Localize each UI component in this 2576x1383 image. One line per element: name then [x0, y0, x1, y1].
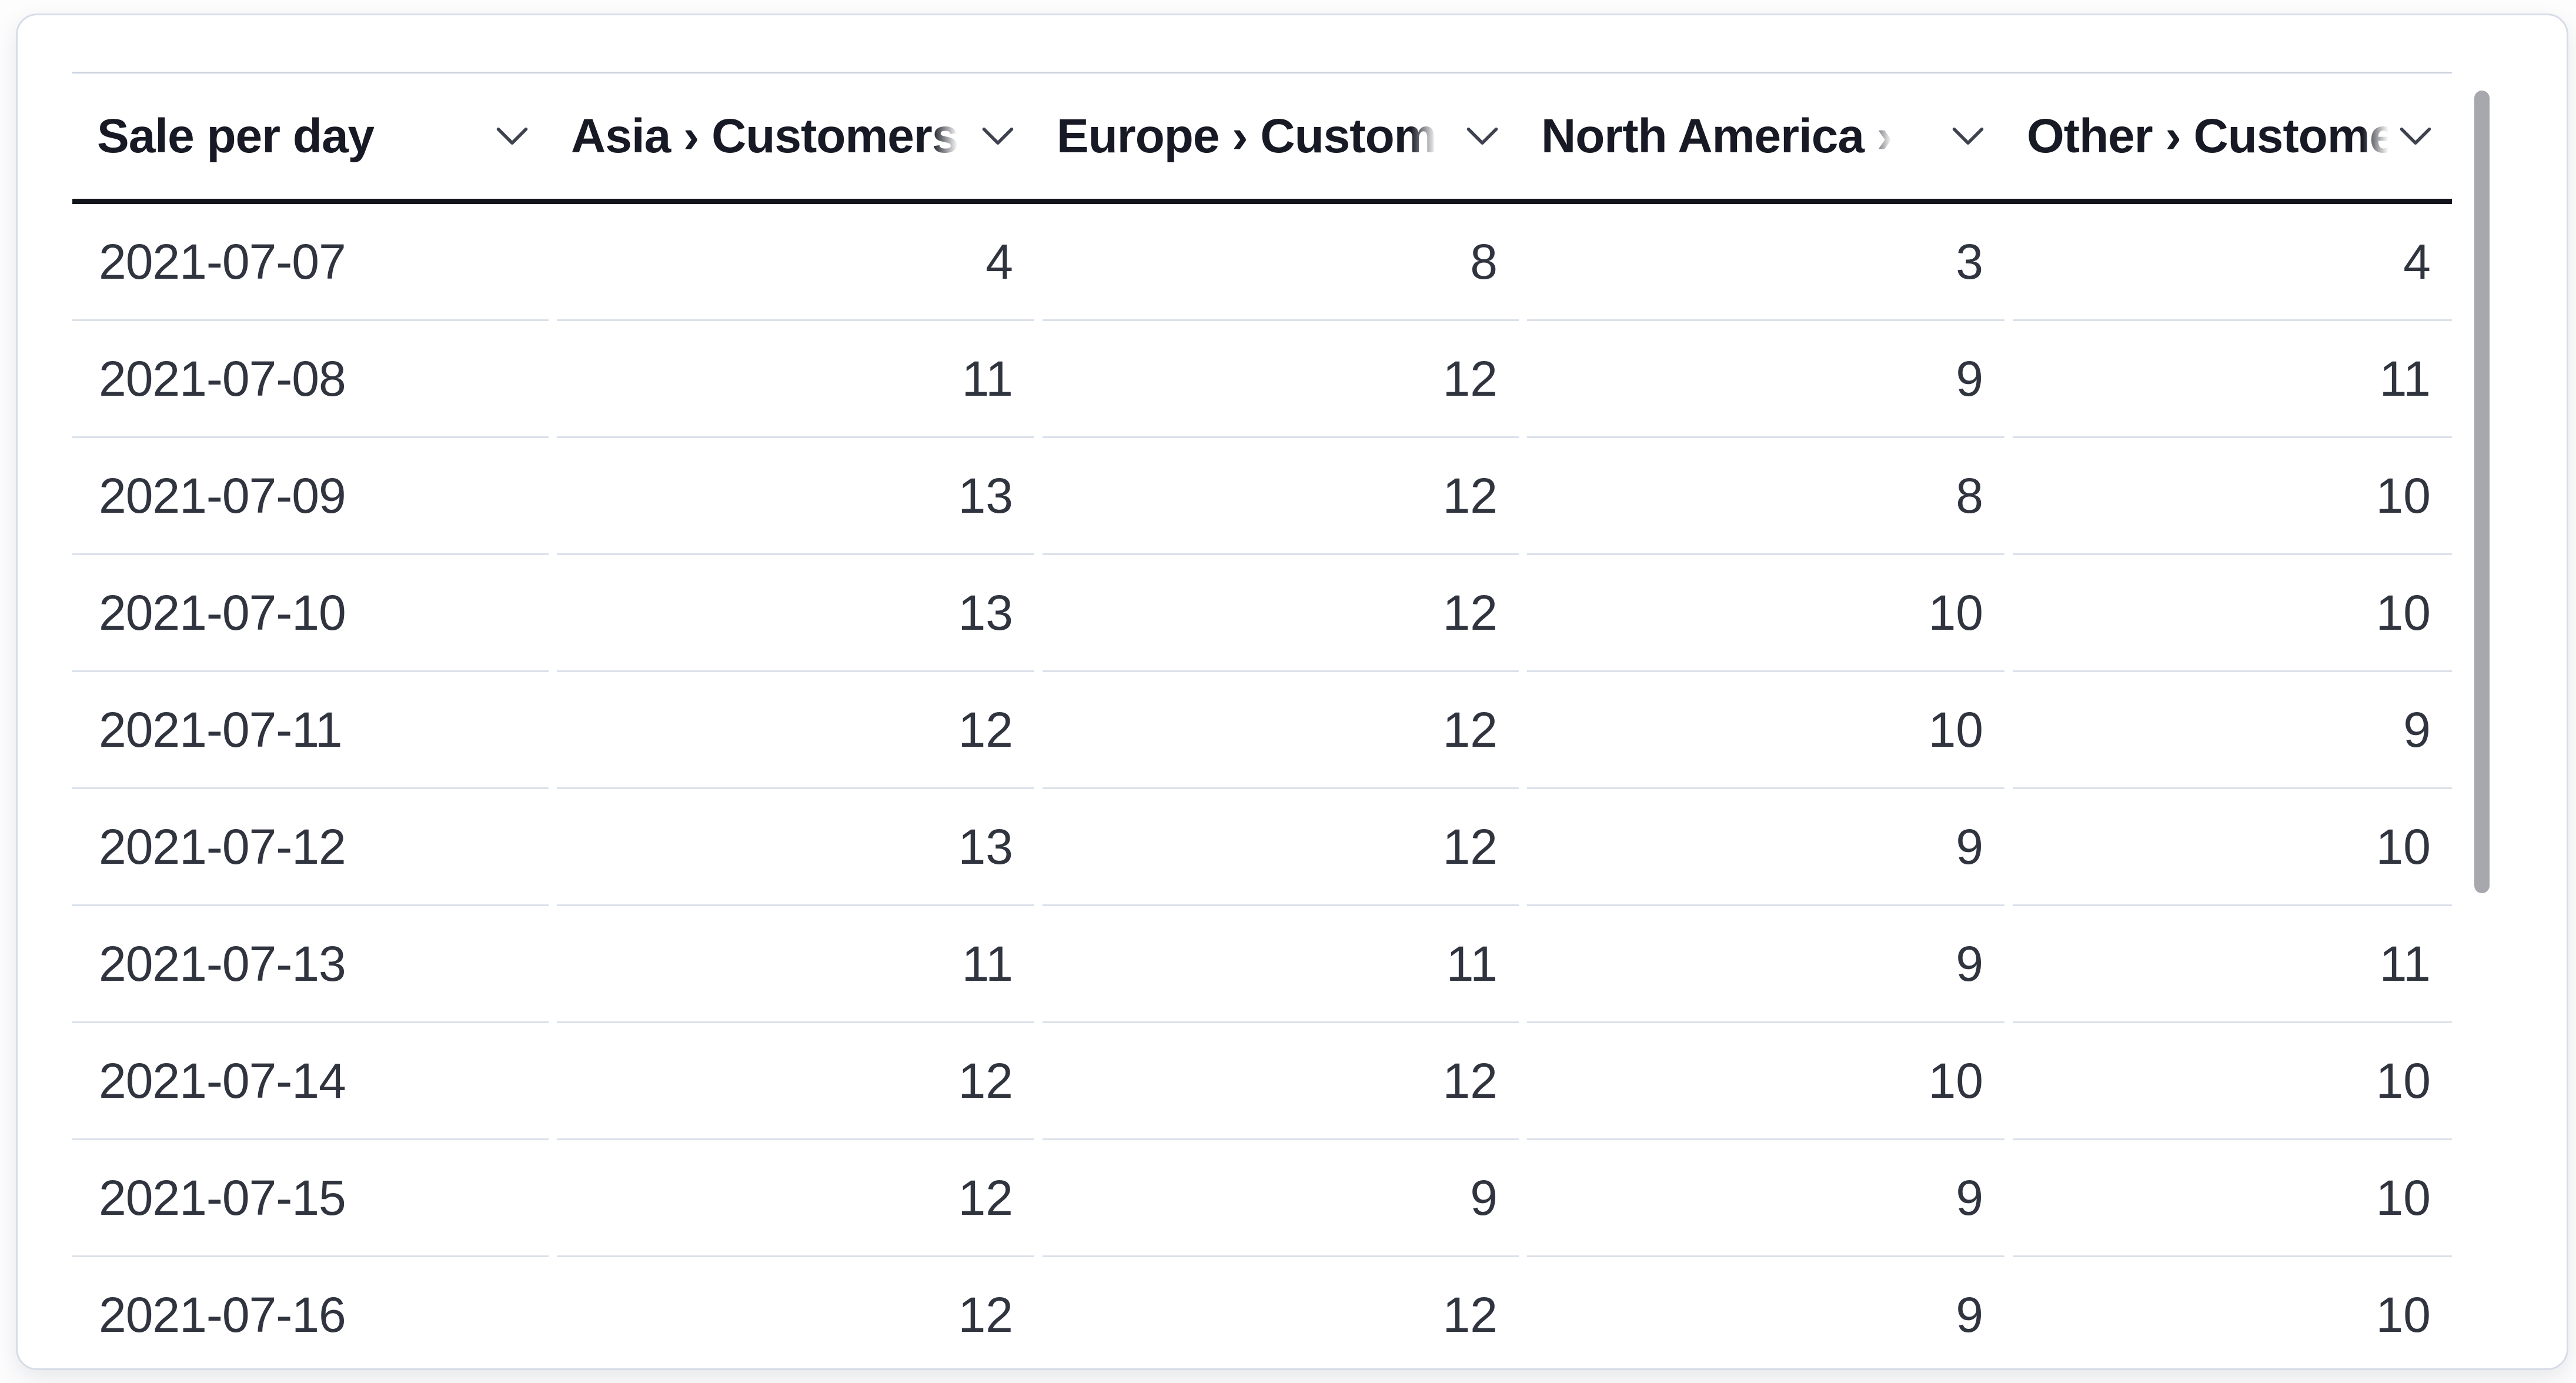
asia-value-cell: 12 [557, 1023, 1034, 1140]
date-cell: 2021-07-12 [72, 789, 549, 906]
asia-value-cell: 13 [557, 438, 1034, 555]
column-label: Asia › Customers [571, 109, 958, 163]
other-value-cell: 10 [2013, 1140, 2452, 1257]
table-card: Sale per day Asia › Customers Europe › C… [16, 14, 2568, 1370]
north-america-value-cell: 10 [1527, 555, 2004, 672]
table-header-row: Sale per day Asia › Customers Europe › C… [72, 72, 2452, 204]
other-value-cell: 10 [2013, 1257, 2452, 1368]
date-cell: 2021-07-11 [72, 672, 549, 789]
europe-value-cell: 11 [1043, 906, 1519, 1023]
column-header-sale-per-day[interactable]: Sale per day [72, 74, 549, 199]
column-label: Other › Custome [2027, 109, 2388, 163]
north-america-value-cell: 9 [1527, 906, 2004, 1023]
table-row: 2021-07-13 11 11 9 11 [72, 906, 2452, 1023]
europe-value-cell: 12 [1043, 672, 1519, 789]
table-body: 2021-07-07 4 8 3 4 2021-07-08 11 12 9 11… [72, 204, 2452, 1368]
sales-per-day-table: Sale per day Asia › Customers Europe › C… [72, 72, 2452, 1368]
date-cell: 2021-07-13 [72, 906, 549, 1023]
column-header-europe-customers[interactable]: Europe › Custom [1043, 74, 1519, 199]
north-america-value-cell: 8 [1527, 438, 2004, 555]
asia-value-cell: 12 [557, 1140, 1034, 1257]
asia-value-cell: 13 [557, 789, 1034, 906]
column-label: Sale per day [97, 109, 375, 163]
column-label: North America › [1541, 109, 1893, 163]
europe-value-cell: 9 [1043, 1140, 1519, 1257]
date-cell: 2021-07-15 [72, 1140, 549, 1257]
north-america-value-cell: 9 [1527, 321, 2004, 438]
column-label: Europe › Custom [1057, 109, 1436, 163]
north-america-value-cell: 3 [1527, 204, 2004, 321]
vertical-scrollbar-thumb[interactable] [2474, 91, 2490, 893]
other-value-cell: 11 [2013, 321, 2452, 438]
other-value-cell: 11 [2013, 906, 2452, 1023]
chevron-down-icon[interactable] [1952, 126, 1984, 147]
column-header-asia-customers[interactable]: Asia › Customers [557, 74, 1034, 199]
asia-value-cell: 11 [557, 906, 1034, 1023]
date-cell: 2021-07-08 [72, 321, 549, 438]
table-row: 2021-07-16 12 12 9 10 [72, 1257, 2452, 1368]
other-value-cell: 10 [2013, 438, 2452, 555]
europe-value-cell: 12 [1043, 321, 1519, 438]
table-row: 2021-07-07 4 8 3 4 [72, 204, 2452, 321]
europe-value-cell: 12 [1043, 789, 1519, 906]
chevron-down-icon[interactable] [2399, 126, 2432, 147]
north-america-value-cell: 9 [1527, 1257, 2004, 1368]
europe-value-cell: 12 [1043, 1257, 1519, 1368]
asia-value-cell: 4 [557, 204, 1034, 321]
north-america-value-cell: 9 [1527, 1140, 2004, 1257]
column-header-other-customers[interactable]: Other › Custome [2013, 74, 2452, 199]
europe-value-cell: 8 [1043, 204, 1519, 321]
date-cell: 2021-07-07 [72, 204, 549, 321]
other-value-cell: 10 [2013, 1023, 2452, 1140]
europe-value-cell: 12 [1043, 555, 1519, 672]
other-value-cell: 10 [2013, 789, 2452, 906]
other-value-cell: 9 [2013, 672, 2452, 789]
asia-value-cell: 12 [557, 672, 1034, 789]
column-header-north-america-customers[interactable]: North America › [1527, 74, 2004, 199]
chevron-down-icon[interactable] [981, 126, 1014, 147]
date-cell: 2021-07-09 [72, 438, 549, 555]
table-row: 2021-07-12 13 12 9 10 [72, 789, 2452, 906]
other-value-cell: 4 [2013, 204, 2452, 321]
north-america-value-cell: 10 [1527, 1023, 2004, 1140]
date-cell: 2021-07-14 [72, 1023, 549, 1140]
chevron-down-icon[interactable] [496, 126, 529, 147]
north-america-value-cell: 10 [1527, 672, 2004, 789]
north-america-value-cell: 9 [1527, 789, 2004, 906]
date-cell: 2021-07-16 [72, 1257, 549, 1368]
asia-value-cell: 11 [557, 321, 1034, 438]
europe-value-cell: 12 [1043, 438, 1519, 555]
table-row: 2021-07-08 11 12 9 11 [72, 321, 2452, 438]
table-row: 2021-07-11 12 12 10 9 [72, 672, 2452, 789]
chevron-down-icon[interactable] [1466, 126, 1499, 147]
europe-value-cell: 12 [1043, 1023, 1519, 1140]
asia-value-cell: 12 [557, 1257, 1034, 1368]
table-row: 2021-07-14 12 12 10 10 [72, 1023, 2452, 1140]
asia-value-cell: 13 [557, 555, 1034, 672]
other-value-cell: 10 [2013, 555, 2452, 672]
table-row: 2021-07-10 13 12 10 10 [72, 555, 2452, 672]
date-cell: 2021-07-10 [72, 555, 549, 672]
table-row: 2021-07-09 13 12 8 10 [72, 438, 2452, 555]
table-row: 2021-07-15 12 9 9 10 [72, 1140, 2452, 1257]
